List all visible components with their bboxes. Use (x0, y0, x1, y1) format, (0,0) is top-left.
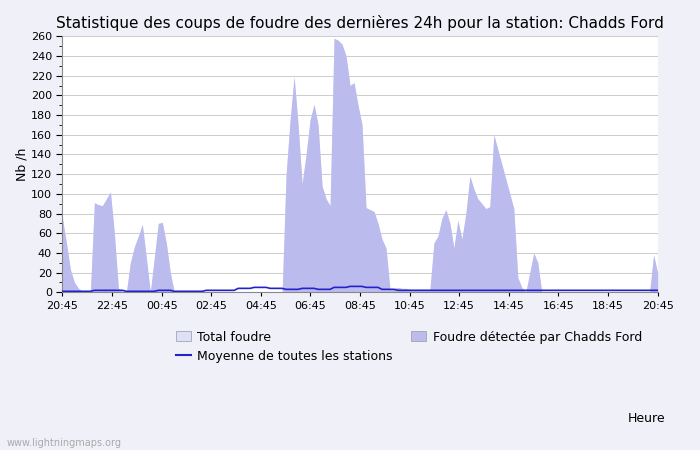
Y-axis label: Nb /h: Nb /h (15, 148, 28, 181)
Text: www.lightningmaps.org: www.lightningmaps.org (7, 438, 122, 448)
Title: Statistique des coups de foudre des dernières 24h pour la station: Chadds Ford: Statistique des coups de foudre des dern… (56, 15, 664, 31)
Text: Heure: Heure (627, 412, 665, 425)
Legend: Total foudre, Moyenne de toutes les stations, Foudre détectée par Chadds Ford: Total foudre, Moyenne de toutes les stat… (176, 331, 642, 363)
